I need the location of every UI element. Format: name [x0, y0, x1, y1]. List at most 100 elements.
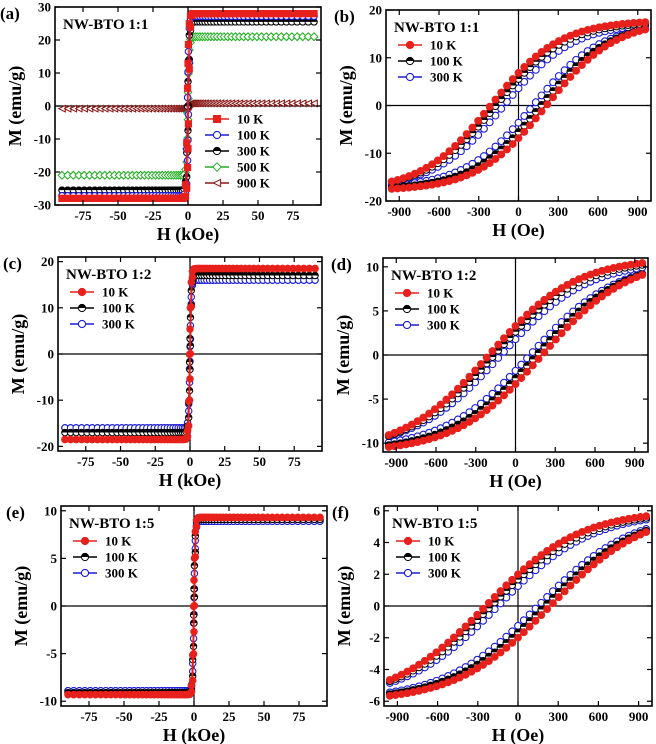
data-point: [551, 287, 560, 296]
y-tick-label: -20: [37, 439, 54, 454]
y-tick-label: 0: [48, 347, 55, 362]
legend-item: 100 K: [73, 550, 139, 565]
y-tick-label: -5: [46, 646, 57, 661]
data-point: [471, 366, 480, 375]
legend-label: 300 K: [102, 317, 136, 332]
data-point: [505, 385, 514, 394]
data-point: [422, 163, 431, 172]
legend-marker: [403, 552, 413, 562]
y-tick-label: 30: [38, 0, 51, 15]
data-point: [551, 335, 560, 344]
data-point: [586, 301, 595, 310]
legend-item: 900 K: [205, 176, 271, 191]
data-point: [185, 350, 194, 359]
legend-item: 300 K: [398, 70, 464, 85]
data-point: [496, 648, 505, 657]
data-point: [490, 652, 499, 661]
data-point: [528, 305, 537, 314]
legend-item: 100 K: [70, 301, 136, 316]
data-point: [66, 428, 75, 437]
data-point: [511, 380, 520, 388]
data-point: [514, 75, 523, 83]
data-point: [601, 551, 610, 560]
data-point: [549, 93, 558, 102]
data-point: [560, 587, 569, 596]
legend-label: 100 K: [428, 550, 462, 565]
data-point: [409, 664, 418, 673]
data-point: [496, 587, 505, 596]
legend-item: 10 K: [73, 534, 132, 549]
panel-label: (f): [332, 503, 349, 522]
data-point: [479, 162, 488, 171]
data-point: [190, 628, 198, 636]
data-point: [181, 181, 190, 189]
data-point: [603, 288, 612, 297]
x-tick-label: 0: [515, 709, 522, 724]
data-point: [520, 127, 529, 136]
panel-title: NW-BTO 1:2: [66, 267, 151, 283]
legend-label: 10 K: [105, 534, 132, 549]
y-tick-label: -10: [362, 436, 379, 451]
y-axis-label: M (emu/g): [5, 66, 26, 146]
data-point: [490, 593, 499, 601]
data-point: [534, 300, 543, 309]
x-tick-label: -900: [384, 455, 408, 470]
data-point: [187, 278, 196, 286]
x-tick-label: 900: [628, 204, 648, 219]
x-tick-label: 25: [217, 208, 231, 223]
y-tick-label: 20: [38, 33, 51, 48]
x-tick-label: 300: [548, 709, 568, 724]
data-point: [449, 633, 458, 642]
legend-item: 100 K: [205, 128, 271, 143]
legend-marker: [80, 568, 90, 578]
data-point: [183, 84, 192, 92]
data-point: [407, 420, 416, 429]
y-tick-label: 20: [369, 3, 382, 18]
data-point: [642, 528, 651, 537]
data-point: [502, 643, 511, 652]
panel-d: -900 -600 -300 0 300 600 900 -10 -5 0 5 10 H (Oe) M (…: [331, 255, 649, 492]
y-tick-label: 10: [38, 66, 51, 81]
x-axis-label: H (kOe): [157, 224, 220, 245]
data-point: [190, 576, 198, 584]
y-axis-label: M (emu/g): [336, 65, 357, 145]
data-point: [494, 391, 503, 400]
data-point: [537, 48, 546, 56]
data-point: [642, 512, 651, 521]
x-tick-label: 75: [287, 208, 301, 223]
data-point: [497, 88, 506, 97]
legend-item: 10 K: [398, 38, 457, 53]
data-point: [517, 316, 526, 325]
data-point: [485, 102, 494, 111]
data-point: [531, 555, 540, 564]
data-point: [186, 375, 194, 383]
data-point: [491, 95, 500, 104]
data-point: [465, 417, 474, 426]
data-point: [505, 328, 514, 336]
legend-marker: [402, 304, 412, 314]
data-point: [465, 372, 474, 381]
data-point: [186, 304, 195, 312]
data-point: [310, 18, 318, 26]
y-tick-label: 10: [369, 50, 382, 65]
legend-marker: [403, 568, 413, 578]
legend-label: 300 K: [428, 566, 462, 581]
data-point: [184, 397, 193, 406]
data-point: [572, 66, 581, 75]
series-10k: [384, 259, 647, 451]
data-point: [609, 284, 618, 293]
data-point: [537, 605, 546, 614]
panel-label: (c): [3, 254, 22, 273]
data-point: [191, 527, 200, 536]
data-point: [589, 50, 598, 59]
x-tick-label: -50: [112, 454, 129, 469]
y-tick-label: -2: [369, 630, 380, 645]
y-tick-label: -10: [37, 393, 54, 408]
data-point: [595, 46, 604, 55]
data-point: [482, 406, 491, 415]
data-point: [528, 361, 537, 370]
data-point: [186, 689, 194, 698]
data-point: [433, 156, 442, 165]
data-point: [563, 323, 572, 332]
